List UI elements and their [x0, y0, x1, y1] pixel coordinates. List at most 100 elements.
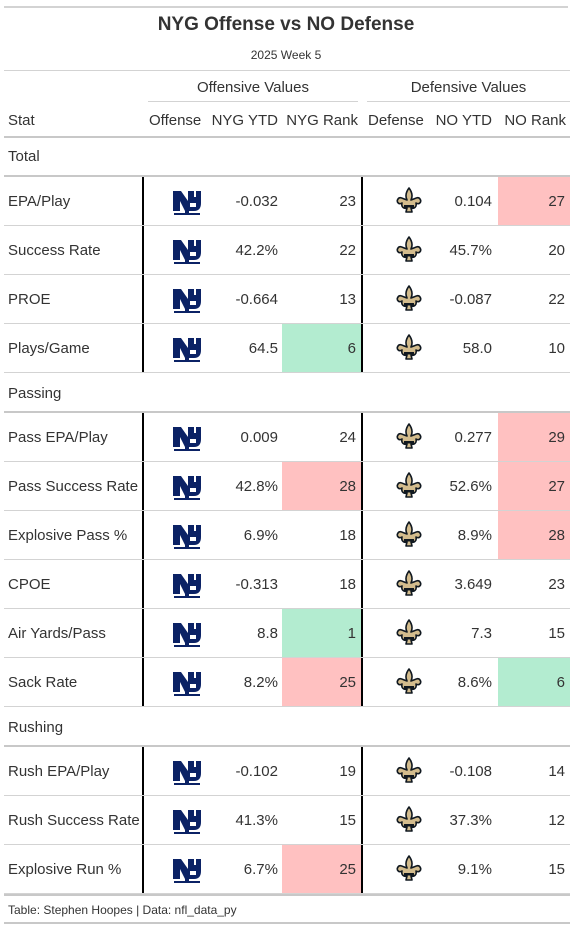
spanner-line-defense: [367, 101, 570, 102]
col-header-no-rank: NO Rank: [504, 112, 566, 129]
table-row: PROE -0.664 13 -0.087 22: [4, 275, 570, 324]
no-rank-value: 28: [548, 527, 565, 544]
no-ytd-value: -0.108: [449, 763, 492, 780]
nyg-logo-icon: [172, 857, 202, 888]
no-rank-value: 12: [548, 812, 565, 829]
no-rank-value: 27: [548, 478, 565, 495]
fleur-de-lis-icon: [395, 285, 423, 318]
nyg-ytd-value: 42.8%: [235, 478, 278, 495]
nyg-ytd-value: 8.8: [257, 625, 278, 642]
table-row: Explosive Pass % 6.9% 18 8.9% 28: [4, 511, 570, 560]
nyg-rank-value: 23: [339, 193, 356, 210]
nyg-rank-highlight: [282, 658, 361, 707]
stat-name: Rush Success Rate: [8, 812, 140, 829]
row-separator: [4, 559, 570, 560]
fleur-de-lis-icon: [395, 619, 423, 652]
header-border: [4, 70, 570, 71]
table-row: Sack Rate 8.2% 25 8.6% 6: [4, 658, 570, 707]
nyg-rank-value: 1: [347, 625, 356, 642]
nyg-logo-icon: [172, 808, 202, 839]
row-separator: [4, 657, 570, 658]
nyg-rank-value: 25: [339, 861, 356, 878]
nyg-logo-icon: [172, 523, 202, 554]
footer-border: [4, 894, 570, 896]
no-rank-value: 23: [548, 576, 565, 593]
nyg-logo-icon: [172, 572, 202, 603]
stat-name: Explosive Pass %: [8, 527, 128, 544]
nyg-rank-value: 18: [339, 576, 356, 593]
nyg-logo-icon: [172, 474, 202, 505]
nyg-rank-value: 22: [339, 242, 356, 259]
no-rank-value: 27: [548, 193, 565, 210]
no-rank-value: 22: [548, 291, 565, 308]
no-ytd-value: 7.3: [471, 625, 492, 642]
table-row: Air Yards/Pass 8.8 1 7.3 15: [4, 609, 570, 658]
table-title: NYG Offense vs NO Defense: [157, 14, 415, 35]
top-border: [4, 6, 568, 8]
col-header-defense: Defense: [368, 112, 424, 129]
fleur-de-lis-icon: [395, 757, 423, 790]
offense-column-divider: [142, 747, 144, 894]
nyg-logo-icon: [172, 670, 202, 701]
fleur-de-lis-icon: [395, 855, 423, 888]
group-label-passing: Passing: [8, 385, 62, 402]
group-separator: [4, 745, 570, 747]
row-separator: [4, 323, 570, 324]
fleur-de-lis-icon: [395, 521, 423, 554]
col-header-stat: Stat: [8, 112, 35, 129]
no-ytd-value: 45.7%: [449, 242, 492, 259]
group-label-rushing: Rushing: [8, 719, 64, 736]
row-separator: [4, 510, 570, 511]
nyg-rank-value: 28: [339, 478, 356, 495]
no-ytd-value: 0.104: [454, 193, 492, 210]
row-separator: [4, 461, 570, 462]
table-subtitle: 2025 Week 5: [250, 48, 322, 62]
nyg-logo-icon: [172, 238, 202, 269]
spanner-defensive-values: Defensive Values: [410, 79, 527, 96]
nyg-ytd-value: 6.9%: [243, 527, 278, 544]
nyg-rank-highlight: [282, 609, 361, 658]
nyg-ytd-value: -0.032: [235, 193, 278, 210]
no-ytd-value: 3.649: [454, 576, 492, 593]
nyg-rank-highlight: [282, 324, 361, 373]
col-header-nyg-ytd: NYG YTD: [211, 112, 278, 129]
spanner-line-offense: [148, 101, 358, 102]
group-separator: [4, 175, 570, 177]
col-header-nyg-rank: NYG Rank: [286, 112, 358, 129]
table-row: Rush Success Rate 41.3% 15 37.3% 12: [4, 796, 570, 845]
fleur-de-lis-icon: [395, 668, 423, 701]
no-rank-value: 14: [548, 763, 565, 780]
nyg-logo-icon: [172, 621, 202, 652]
group-separator: [4, 411, 570, 413]
nyg-ytd-value: 8.2%: [243, 674, 278, 691]
fleur-de-lis-icon: [395, 570, 423, 603]
group-end-separator: [4, 893, 570, 894]
nyg-ytd-value: 64.5: [248, 340, 278, 357]
no-rank-highlight: [498, 177, 570, 226]
nyg-logo-icon: [172, 287, 202, 318]
nyg-logo-icon: [172, 759, 202, 790]
col-header-border: [4, 136, 570, 138]
fleur-de-lis-icon: [395, 472, 423, 505]
no-rank-highlight: [498, 462, 570, 511]
nyg-rank-value: 25: [339, 674, 356, 691]
no-ytd-value: -0.087: [449, 291, 492, 308]
no-ytd-value: 0.277: [454, 429, 492, 446]
nyg-ytd-value: -0.664: [235, 291, 278, 308]
bottom-border: [4, 922, 570, 924]
row-separator: [4, 844, 570, 845]
fleur-de-lis-icon: [395, 334, 423, 367]
nyg-ytd-value: -0.313: [235, 576, 278, 593]
stat-name: Plays/Game: [8, 340, 90, 357]
defense-column-divider: [361, 177, 363, 373]
no-ytd-value: 52.6%: [449, 478, 492, 495]
row-separator: [4, 608, 570, 609]
group-label-total: Total: [8, 148, 40, 165]
no-ytd-value: 9.1%: [457, 861, 492, 878]
no-ytd-value: 37.3%: [449, 812, 492, 829]
nyg-rank-value: 18: [339, 527, 356, 544]
nyg-ytd-value: 6.7%: [243, 861, 278, 878]
no-ytd-value: 58.0: [462, 340, 492, 357]
table-row: CPOE -0.313 18 3.649 23: [4, 560, 570, 609]
